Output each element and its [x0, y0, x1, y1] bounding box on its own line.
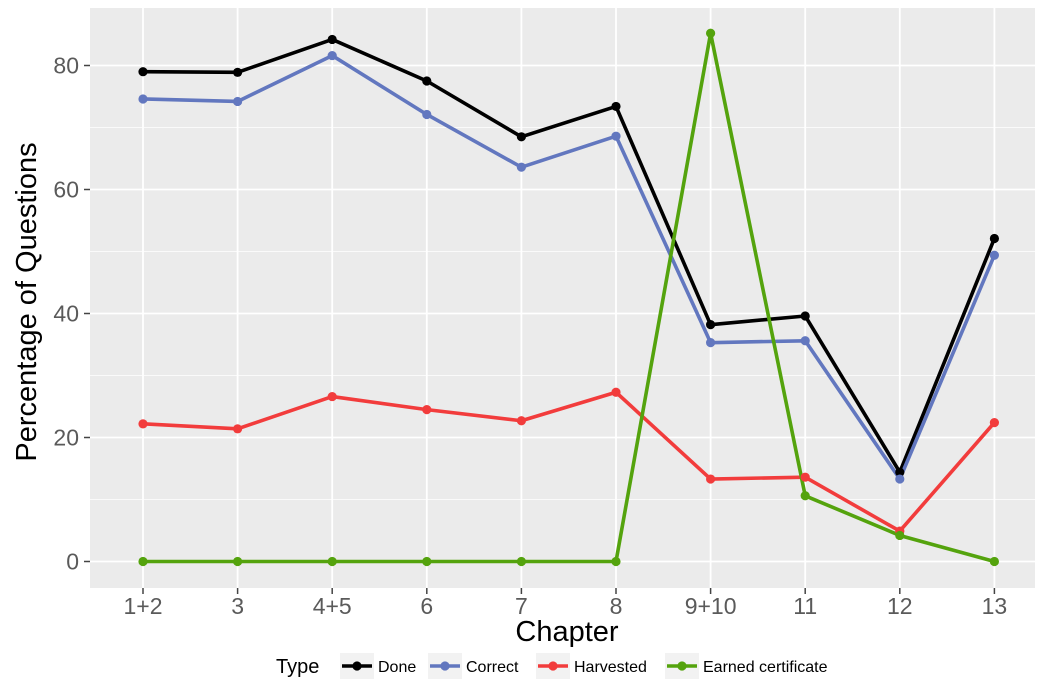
series-line-harvested	[142, 390, 996, 533]
data-point-done	[138, 67, 148, 77]
data-point-correct	[422, 109, 432, 120]
x-axis-title: Chapter	[515, 616, 619, 648]
x-tick-label: 8	[610, 593, 623, 619]
y-tick-label: 20	[53, 425, 79, 451]
series-line-correct	[142, 53, 997, 481]
data-point-harvested	[422, 405, 432, 415]
data-point-earned-certificate	[422, 556, 432, 567]
data-point-earned-certificate	[611, 556, 621, 567]
legend-label: Harvested	[574, 659, 647, 676]
data-point-harvested	[800, 472, 810, 482]
legend-key-point	[677, 661, 687, 671]
data-point-harvested	[327, 391, 337, 402]
y-tick-label: 0	[66, 549, 79, 575]
x-tick-label: 13	[982, 593, 1008, 619]
legend: Type Done Correct Harvested Earned certifica…	[276, 653, 828, 679]
series-line-done	[142, 37, 997, 475]
x-tick-label: 4+5	[313, 593, 352, 619]
legend-key-correct: Correct	[428, 653, 519, 679]
data-point-harvested	[138, 419, 148, 429]
y-tick-label: 80	[53, 53, 79, 79]
x-tick-label: 6	[420, 593, 433, 619]
legend-key-done: Done	[340, 653, 416, 679]
legend-key-earned-certificate: Earned certificate	[665, 653, 828, 679]
data-point-harvested	[989, 418, 1000, 428]
data-point-harvested	[706, 474, 716, 484]
x-tick-label: 11	[793, 593, 817, 619]
data-point-correct	[611, 131, 621, 141]
data-point-correct	[138, 94, 148, 104]
x-tick-label: 12	[887, 593, 913, 619]
data-point-earned-certificate	[516, 556, 527, 567]
panel-background	[90, 8, 1035, 588]
data-point-earned-certificate	[706, 28, 716, 38]
data-point-harvested	[233, 424, 243, 434]
data-point-harvested	[611, 387, 621, 397]
x-tick-label: 1+2	[123, 593, 162, 619]
data-point-earned-certificate	[138, 556, 148, 567]
y-axis: 0 20 40 60 80	[53, 53, 90, 575]
y-tick-label: 60	[53, 177, 79, 203]
series-lines	[142, 31, 997, 564]
data-point-correct	[516, 162, 527, 172]
data-point-correct	[233, 96, 243, 107]
legend-label: Earned certificate	[703, 659, 828, 676]
legend-key-point	[440, 661, 450, 671]
data-point-done	[516, 132, 527, 142]
series-line-earned-certificate	[143, 31, 995, 564]
x-axis: 1+2 3 4+5 6 7 8 9+10 11 12 13	[123, 588, 1007, 619]
data-point-earned-certificate	[989, 556, 1000, 567]
y-tick-label: 40	[53, 301, 79, 327]
data-point-earned-certificate	[327, 556, 337, 567]
data-point-done	[233, 67, 243, 77]
data-point-correct	[800, 336, 810, 346]
series-points	[138, 28, 1000, 567]
y-axis-title: Percentage of Questions	[11, 142, 43, 461]
data-point-done	[706, 320, 716, 330]
legend-key-point	[548, 661, 558, 671]
legend-label: Done	[378, 659, 416, 676]
x-tick-label: 7	[515, 593, 528, 619]
data-point-earned-certificate	[895, 530, 905, 541]
data-point-earned-certificate	[800, 491, 810, 501]
legend-key-harvested: Harvested	[536, 653, 647, 679]
data-point-done	[800, 311, 810, 321]
legend-key-point	[352, 661, 362, 671]
data-point-correct	[989, 250, 1000, 260]
data-point-earned-certificate	[233, 556, 243, 567]
data-point-correct	[895, 474, 905, 484]
data-point-done	[327, 34, 337, 45]
data-point-done	[422, 76, 432, 86]
data-point-correct	[706, 338, 716, 348]
legend-title: Type	[276, 656, 319, 678]
legend-label: Correct	[466, 659, 519, 676]
x-tick-label: 9+10	[685, 593, 737, 619]
x-tick-label: 3	[231, 593, 244, 619]
data-point-harvested	[516, 416, 527, 426]
data-point-done	[895, 467, 905, 477]
data-point-done	[989, 233, 1000, 244]
data-point-correct	[327, 50, 337, 61]
data-point-done	[611, 101, 621, 112]
